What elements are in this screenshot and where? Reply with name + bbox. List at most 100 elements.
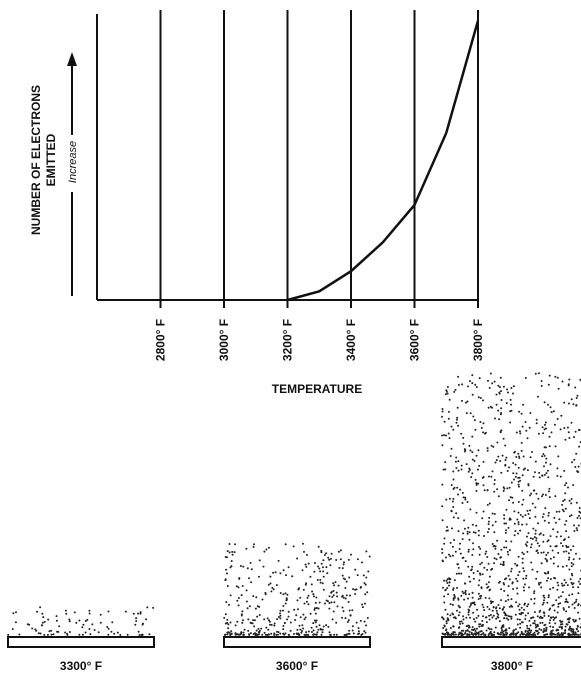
electron-dot bbox=[541, 603, 544, 606]
electron-dot bbox=[574, 619, 577, 622]
electron-dot bbox=[226, 572, 228, 575]
electron-dot bbox=[486, 556, 489, 558]
electron-dot bbox=[510, 540, 513, 543]
electron-dot bbox=[577, 471, 580, 473]
electron-dot bbox=[266, 617, 269, 620]
electron-dot bbox=[443, 595, 446, 598]
electron-dot bbox=[287, 610, 290, 613]
electron-dot bbox=[500, 631, 502, 634]
electron-dot bbox=[307, 562, 310, 565]
electron-dot bbox=[442, 618, 445, 621]
electron-dot bbox=[560, 595, 563, 598]
electron-dot bbox=[497, 384, 500, 387]
electron-dot bbox=[538, 583, 541, 586]
electron-dot bbox=[482, 399, 484, 402]
electron-dot bbox=[230, 632, 233, 635]
electron-dot bbox=[355, 588, 358, 591]
electron-dot bbox=[531, 537, 534, 540]
electron-dot bbox=[547, 596, 550, 599]
electron-dot bbox=[333, 601, 336, 604]
electron-dot bbox=[282, 609, 284, 612]
electron-dot bbox=[481, 573, 484, 576]
electron-dot bbox=[332, 589, 335, 592]
electron-dot bbox=[226, 585, 229, 587]
electron-dot bbox=[296, 557, 299, 560]
electron-dot bbox=[572, 586, 575, 589]
electron-dot bbox=[537, 552, 539, 554]
electron-dot bbox=[572, 403, 575, 406]
electron-dot bbox=[532, 475, 535, 478]
electron-dot bbox=[556, 376, 559, 379]
electron-dot bbox=[311, 590, 314, 593]
electron-dot bbox=[465, 412, 468, 415]
electron-dot bbox=[501, 563, 504, 566]
electron-dot bbox=[553, 516, 556, 519]
electron-dot bbox=[78, 619, 81, 622]
electron-dot bbox=[450, 484, 453, 486]
electron-dot bbox=[356, 574, 359, 577]
electron-dot bbox=[477, 396, 480, 399]
electron-dot bbox=[549, 545, 552, 548]
electron-dot bbox=[478, 545, 480, 548]
electron-dot bbox=[445, 498, 448, 501]
electron-dot bbox=[565, 550, 568, 553]
electron-dot bbox=[345, 633, 347, 636]
electron-dot bbox=[487, 562, 490, 565]
electron-dot bbox=[531, 502, 534, 505]
electron-dot bbox=[441, 410, 444, 413]
electron-dot bbox=[508, 486, 511, 489]
electron-dot bbox=[557, 387, 560, 390]
electron-dot bbox=[452, 588, 455, 591]
electron-dot bbox=[538, 545, 541, 547]
electron-dot bbox=[470, 602, 473, 605]
electron-dot bbox=[524, 630, 527, 633]
electron-dot bbox=[539, 581, 542, 584]
electron-dot bbox=[510, 598, 513, 601]
electron-dot bbox=[524, 377, 527, 379]
electron-dot bbox=[523, 602, 526, 605]
electron-dot bbox=[571, 574, 574, 577]
electron-dot bbox=[474, 531, 477, 534]
electron-dot bbox=[250, 568, 253, 571]
electron-dot bbox=[453, 631, 456, 634]
electron-dot bbox=[535, 537, 538, 540]
electron-dot bbox=[477, 534, 480, 537]
electron-dot bbox=[317, 628, 320, 631]
electron-dot bbox=[469, 604, 472, 606]
electron-dot bbox=[462, 592, 465, 595]
electron-dot bbox=[557, 632, 560, 634]
electron-dot bbox=[471, 554, 474, 556]
electron-dot bbox=[447, 410, 450, 413]
electron-dot bbox=[547, 594, 550, 597]
electron-dot bbox=[521, 489, 524, 492]
electron-dot bbox=[321, 582, 324, 585]
electron-dot bbox=[543, 401, 546, 404]
electron-dot bbox=[506, 470, 509, 472]
electron-dot bbox=[320, 633, 323, 636]
electron-dot bbox=[319, 578, 322, 581]
electron-dot bbox=[450, 447, 453, 450]
electron-dot bbox=[276, 630, 278, 633]
electron-dot bbox=[485, 550, 488, 553]
electron-dot bbox=[509, 496, 512, 499]
electron-dot bbox=[540, 551, 543, 554]
electron-dot bbox=[549, 463, 552, 466]
electron-dot bbox=[342, 610, 345, 613]
electron-dot bbox=[442, 560, 444, 563]
electron-dot bbox=[497, 495, 500, 498]
electron-dot bbox=[442, 468, 445, 471]
electron-dot bbox=[506, 487, 509, 490]
electron-dot bbox=[503, 546, 506, 549]
electron-dot bbox=[455, 421, 458, 424]
electron-dot bbox=[241, 610, 244, 613]
electron-dot bbox=[253, 625, 256, 628]
electron-dot bbox=[507, 585, 510, 588]
electron-dot bbox=[267, 583, 270, 586]
electron-dot bbox=[562, 550, 565, 553]
electron-dot bbox=[469, 508, 472, 511]
electron-dot bbox=[457, 383, 460, 386]
electron-dot bbox=[503, 606, 505, 609]
electron-dot bbox=[302, 627, 305, 630]
electron-dot bbox=[348, 609, 351, 612]
electron-dot bbox=[517, 631, 520, 634]
